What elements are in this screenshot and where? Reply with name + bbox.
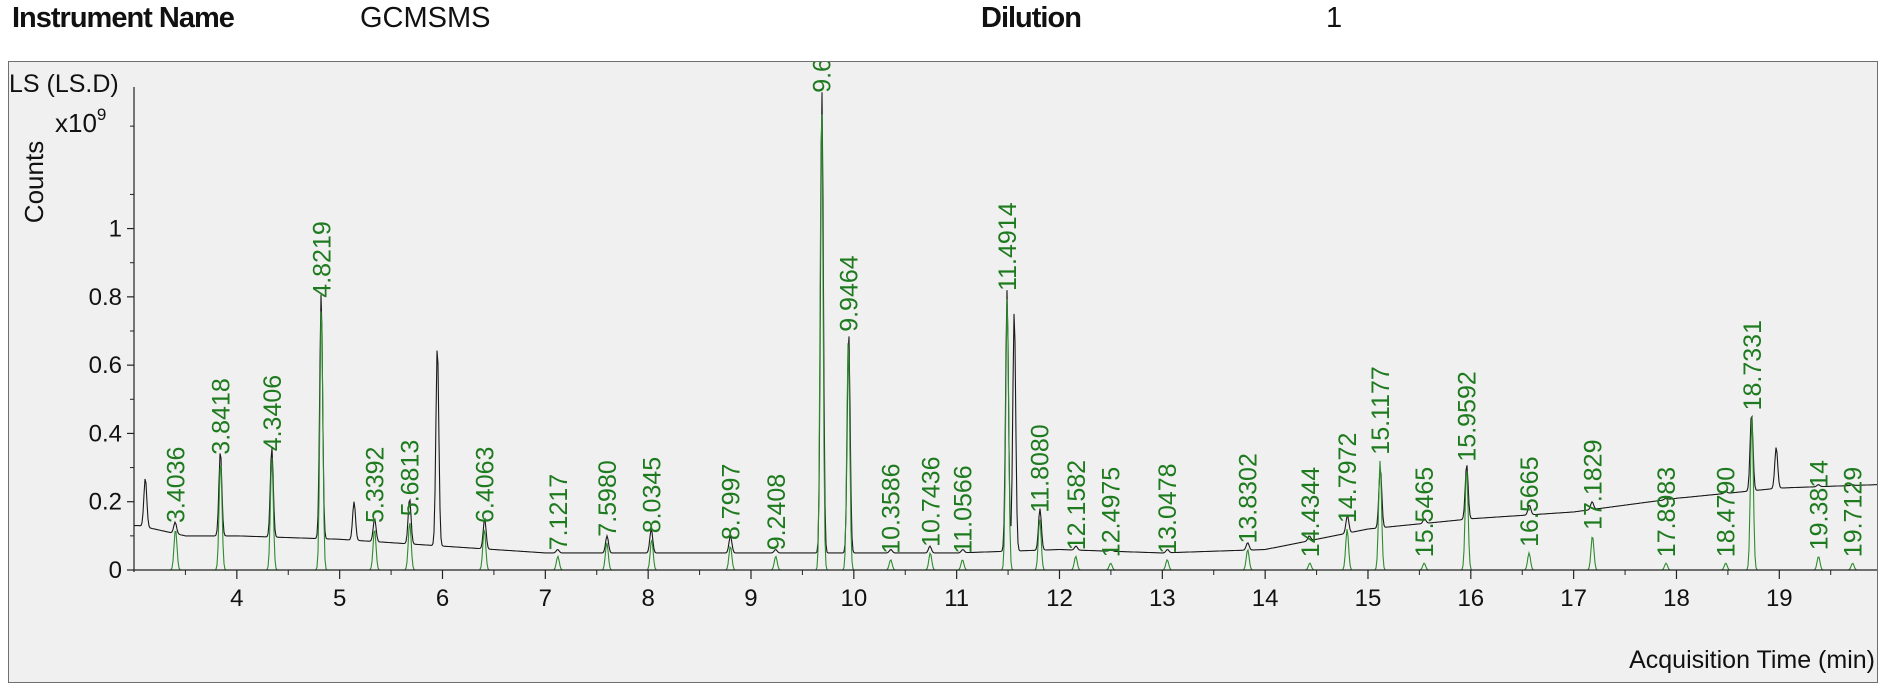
- x-tick-label: 5: [333, 585, 346, 612]
- x-tick-label: 16: [1457, 585, 1484, 612]
- peak-label: 4.8219: [308, 221, 336, 297]
- y-tick-label: 0.8: [89, 284, 122, 311]
- peak-label: 15.1177: [1367, 366, 1395, 455]
- peak-label: 16.5665: [1516, 457, 1544, 547]
- x-tick-label: 11: [944, 585, 969, 612]
- x-tick-label: 19: [1766, 585, 1793, 612]
- y-tick-label: 0.6: [89, 352, 122, 379]
- x-tick-label: 7: [539, 585, 552, 612]
- peak-label: 12.4975: [1098, 467, 1126, 557]
- peak-label: 12.1582: [1063, 460, 1091, 550]
- peak-label: 8.0345: [639, 457, 667, 533]
- x-tick-label: 10: [840, 585, 867, 612]
- peak-label: 9.9464: [835, 255, 863, 332]
- peak-label: 11.8080: [1027, 424, 1055, 513]
- traces-group: [134, 92, 1877, 571]
- x-tick-label: 8: [641, 585, 654, 612]
- x-tick-label: 9: [744, 585, 757, 612]
- x-axis-label: Acquisition Time (min): [1629, 646, 1875, 674]
- peak-label: 14.7972: [1334, 433, 1362, 523]
- peak-label: 6.4063: [471, 447, 499, 523]
- peak-label: 4.3406: [259, 375, 287, 451]
- peak-label: 5.6813: [397, 440, 425, 516]
- peak-label: 10.3586: [878, 463, 906, 553]
- peak-label: 3.4036: [163, 447, 191, 523]
- peak-label: 13.0478: [1154, 463, 1182, 553]
- peak-label: 15.5465: [1411, 467, 1439, 557]
- compound-trace: [134, 114, 1877, 571]
- peak-label: 9.2408: [763, 474, 791, 550]
- peak-label: 10.7436: [917, 457, 945, 547]
- report-header: Instrument Name GCMSMS Dilution 1: [0, 0, 1889, 52]
- x-tick-label: 14: [1252, 585, 1279, 612]
- x-tick-label: 12: [1046, 585, 1073, 612]
- peak-label: 5.3392: [362, 447, 390, 523]
- y-axis-label: Counts: [19, 141, 49, 223]
- signal-label: LS (LS.D): [9, 70, 119, 98]
- y-multiplier: x109: [55, 105, 106, 138]
- peak-label: 17.8983: [1653, 467, 1681, 557]
- instrument-name-label: Instrument Name: [12, 2, 235, 34]
- x-tick-label: 17: [1560, 585, 1587, 612]
- instrument-name-value: GCMSMS: [360, 2, 491, 34]
- chromatogram-chart: 00.20.40.60.814 5 6 7 8 9 10 11 12 13 14 15 16 17 18 19…: [9, 62, 1877, 674]
- peak-label: 7.1217: [545, 474, 573, 550]
- peak-label: 9.6869: [809, 62, 837, 93]
- y-tick-label: 0: [109, 557, 122, 584]
- peak-label: 15.9592: [1454, 371, 1482, 461]
- peak-label: 19.7129: [1840, 467, 1868, 557]
- peak-label: 13.8302: [1235, 453, 1263, 543]
- peak-label: 18.4790: [1713, 467, 1741, 557]
- x-tick-label: 4: [230, 585, 243, 612]
- peak-label: 14.4344: [1297, 467, 1325, 557]
- y-tick-label: 1: [109, 216, 122, 243]
- peak-label: 11.0566: [950, 465, 978, 554]
- x-tick-label: 6: [436, 585, 449, 612]
- x-tick-label: 15: [1355, 585, 1382, 612]
- peak-labels-group: 3.4036 3.8418 4.3406 4.8219 5.3392 5.6813 6.40…: [163, 62, 1868, 557]
- peak-label: 7.5980: [594, 460, 622, 536]
- dilution-value: 1: [1326, 2, 1343, 34]
- dilution-label: Dilution: [981, 2, 1082, 34]
- x-tick-label: 18: [1663, 585, 1690, 612]
- chromatogram-panel: 0 0.2 0.4 0.6 0.8 1 4 5 6 7 8 9 10 11 12 13 14 15 16 17 18 19…: [8, 61, 1878, 683]
- peak-label: 18.7331: [1739, 320, 1767, 410]
- axes-group: 00.20.40.60.814 5 6 7 8 9 10 11 12 13 14 15 16 17 18 19: [89, 87, 1877, 612]
- peak-label: 3.8418: [208, 378, 236, 454]
- peak-label: 19.3814: [1806, 460, 1834, 550]
- y-tick-label: 0.4: [89, 420, 122, 447]
- peak-label: 17.1829: [1580, 440, 1608, 530]
- x-tick-label: 13: [1149, 585, 1176, 612]
- y-tick-label: 0.2: [89, 489, 122, 516]
- peak-label: 8.7997: [717, 464, 745, 540]
- peak-label: 11.4914: [994, 202, 1022, 291]
